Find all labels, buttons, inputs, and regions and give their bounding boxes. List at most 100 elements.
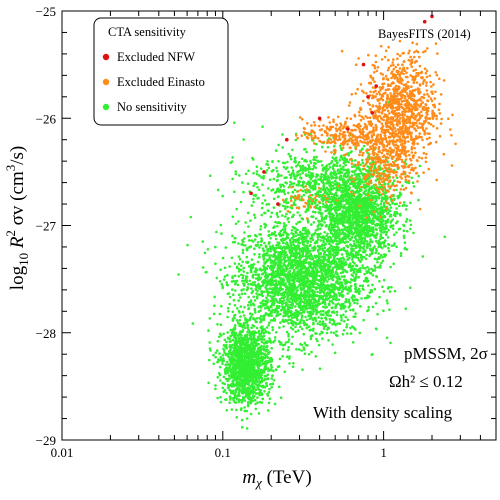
data-point [291,278,294,282]
data-point [283,250,287,254]
data-point [342,262,345,266]
data-point [278,304,281,308]
data-point [356,302,359,305]
data-point [404,220,408,223]
series-2 [177,100,447,430]
data-point [368,271,372,275]
data-point [248,239,251,242]
data-point [263,241,266,245]
data-point [329,231,333,235]
data-point [249,412,253,416]
data-point [326,292,330,295]
data-point [344,298,348,301]
data-point [322,309,325,313]
data-point [344,233,348,236]
data-point [388,203,392,207]
data-point [335,294,338,298]
data-point [315,309,319,312]
data-point [234,401,238,404]
data-point [310,350,313,354]
data-point [282,241,285,245]
data-point [240,289,243,292]
data-point [302,227,305,231]
data-point [232,293,235,297]
data-point [186,243,189,247]
data-point [260,237,263,240]
data-point [247,265,251,268]
data-point [356,252,360,255]
data-point [371,250,374,254]
data-point [214,384,217,387]
data-point [261,325,264,328]
data-point [290,250,294,253]
data-point [299,248,303,251]
data-point [303,244,306,247]
data-point [276,244,280,247]
data-point [346,244,349,248]
data-point [319,278,323,282]
data-point [376,313,379,316]
data-point [319,227,322,230]
data-point [253,331,257,335]
data-point [296,228,299,232]
data-point [335,235,338,238]
data-point [262,257,266,260]
data-point [275,272,279,276]
data-point [301,249,305,252]
data-point [315,305,319,309]
data-point [389,206,393,209]
data-point [258,267,262,271]
data-point [369,191,373,194]
data-point [339,292,342,295]
data-point [244,221,247,224]
data-point [315,337,318,341]
data-point [286,303,290,306]
data-point [324,311,328,315]
data-point [306,220,310,224]
data-point [281,246,285,249]
data-point [242,270,245,273]
data-point [247,283,250,286]
data-point [346,292,350,295]
data-point [343,320,346,323]
data-point [240,407,243,410]
data-point [300,327,304,331]
data-point [262,264,265,268]
data-point [269,314,272,317]
data-point [305,326,309,329]
data-point [286,295,290,298]
data-point [346,332,349,335]
data-point [361,213,364,216]
data-point [232,298,236,302]
data-point [374,301,378,305]
data-point [327,265,330,269]
data-point [279,234,282,238]
data-point [326,253,330,257]
data-point [281,228,285,231]
data-point [216,396,219,400]
data-point [302,259,306,263]
data-point [356,227,359,231]
data-point [294,272,298,275]
data-point [233,304,237,307]
data-point [260,292,264,295]
data-point [335,330,338,333]
data-point [240,401,244,404]
data-point [245,321,249,324]
data-point [386,236,390,239]
data-point [337,275,341,278]
data-point [362,250,365,253]
data-point [253,299,257,302]
data-point [326,249,330,253]
data-point [335,267,339,271]
data-point [279,341,283,345]
data-point [271,311,274,314]
data-point [409,201,412,205]
data-point [298,294,301,298]
data-point [252,295,255,299]
data-point [312,322,315,326]
data-point [208,317,212,320]
data-point [342,305,346,308]
data-point [252,240,255,243]
data-point [267,242,271,245]
